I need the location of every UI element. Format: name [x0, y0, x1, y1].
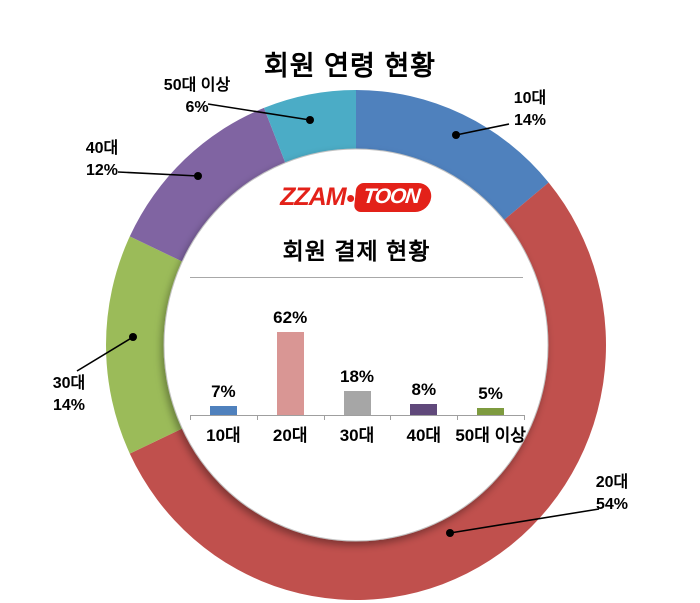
- callout-line-2: [76, 336, 134, 372]
- bar-value-label: 62%: [273, 308, 308, 327]
- donut-label-value: 12%: [85, 162, 119, 179]
- donut-segment-4: [263, 90, 356, 163]
- donut-label-0: 10대 14%: [514, 88, 547, 132]
- callout-dot-icon: [194, 172, 202, 180]
- donut-label-name: 40대: [85, 140, 119, 157]
- callout-line-1: [449, 508, 600, 534]
- bar-category-label: 30대: [339, 426, 375, 445]
- donut-chart-title: 회원 연령 현황: [263, 51, 437, 81]
- logo-dot-icon: [347, 195, 355, 202]
- callout-dot-icon: [452, 131, 460, 139]
- zzamtoon-logo: ZZAM TOON: [280, 183, 434, 212]
- donut-segment-3: [129, 107, 286, 262]
- donut-label-name: 30대: [52, 375, 86, 392]
- donut-label-value: 14%: [513, 112, 547, 129]
- bar-2: [343, 391, 371, 415]
- bar-category-label: 40대: [406, 426, 442, 445]
- bar-category-label: 50대 이상: [455, 426, 526, 445]
- bar-value-label: 18%: [339, 367, 375, 386]
- callout-dot-icon: [129, 333, 137, 341]
- callout-line-0: [455, 123, 510, 136]
- axis-tick-icon: [524, 415, 525, 420]
- bar-1: [276, 332, 304, 415]
- axis-tick-icon: [323, 415, 325, 420]
- callout-line-3: [117, 171, 199, 177]
- callout-line-4: [207, 103, 311, 121]
- bar-category-label: 20대: [272, 426, 308, 445]
- axis-tick-icon: [190, 415, 191, 420]
- bar-chart-title: 회원 결제 현황: [282, 238, 431, 264]
- bar-3: [410, 404, 438, 415]
- axis-tick-icon: [256, 415, 258, 420]
- donut-segment-2: [105, 236, 183, 454]
- donut-label-name: 50대 이상: [163, 77, 231, 94]
- bar-chart-x-axis: [190, 415, 524, 416]
- axis-tick-icon: [457, 415, 459, 420]
- donut-label-3: 40대 12%: [86, 138, 119, 182]
- donut-segment-0: [356, 90, 549, 221]
- donut-label-value: 54%: [595, 496, 629, 513]
- donut-inner-disc: [163, 148, 549, 542]
- donut-label-value: 6%: [185, 99, 209, 116]
- bar-value-label: 8%: [411, 380, 437, 399]
- donut-label-1: 20대 54%: [596, 472, 629, 516]
- donut-label-name: 20대: [595, 474, 629, 491]
- donut-label-2: 30대 14%: [53, 373, 86, 417]
- donut-segment-1: [129, 182, 606, 600]
- bar-value-label: 7%: [211, 382, 236, 401]
- axis-tick-icon: [390, 415, 392, 420]
- bar-category-label: 10대: [206, 426, 241, 445]
- donut-label-4: 50대 이상 6%: [164, 75, 230, 119]
- logo-text-zzam: ZZAM: [280, 183, 346, 211]
- donut-label-value: 14%: [52, 397, 86, 414]
- bar-value-label: 5%: [478, 384, 503, 403]
- callout-dot-icon: [446, 529, 454, 537]
- callout-dot-icon: [306, 116, 314, 124]
- bar-0: [209, 406, 237, 415]
- title-separator-line: [190, 277, 523, 278]
- bar-4: [477, 408, 505, 415]
- donut-label-name: 10대: [513, 90, 547, 107]
